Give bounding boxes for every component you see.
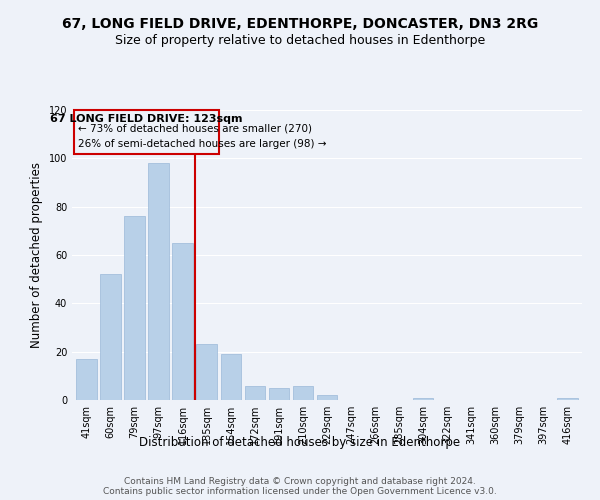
Text: Size of property relative to detached houses in Edenthorpe: Size of property relative to detached ho… <box>115 34 485 47</box>
Bar <box>76 359 97 400</box>
Bar <box>557 398 578 400</box>
Text: 67 LONG FIELD DRIVE: 123sqm: 67 LONG FIELD DRIVE: 123sqm <box>50 114 243 124</box>
Text: Distribution of detached houses by size in Edenthorpe: Distribution of detached houses by size … <box>139 436 461 449</box>
Text: ← 73% of detached houses are smaller (270): ← 73% of detached houses are smaller (27… <box>78 123 312 133</box>
Bar <box>100 274 121 400</box>
Bar <box>221 354 241 400</box>
Bar <box>293 386 313 400</box>
Text: 67, LONG FIELD DRIVE, EDENTHORPE, DONCASTER, DN3 2RG: 67, LONG FIELD DRIVE, EDENTHORPE, DONCAS… <box>62 18 538 32</box>
Bar <box>269 388 289 400</box>
Text: 26% of semi-detached houses are larger (98) →: 26% of semi-detached houses are larger (… <box>78 139 326 149</box>
Bar <box>413 398 433 400</box>
Bar <box>124 216 145 400</box>
Text: Contains public sector information licensed under the Open Government Licence v3: Contains public sector information licen… <box>103 488 497 496</box>
Bar <box>245 386 265 400</box>
Bar <box>172 243 193 400</box>
Y-axis label: Number of detached properties: Number of detached properties <box>30 162 43 348</box>
Bar <box>196 344 217 400</box>
Bar <box>317 395 337 400</box>
FancyBboxPatch shape <box>74 110 219 154</box>
Bar <box>148 163 169 400</box>
Text: Contains HM Land Registry data © Crown copyright and database right 2024.: Contains HM Land Registry data © Crown c… <box>124 476 476 486</box>
